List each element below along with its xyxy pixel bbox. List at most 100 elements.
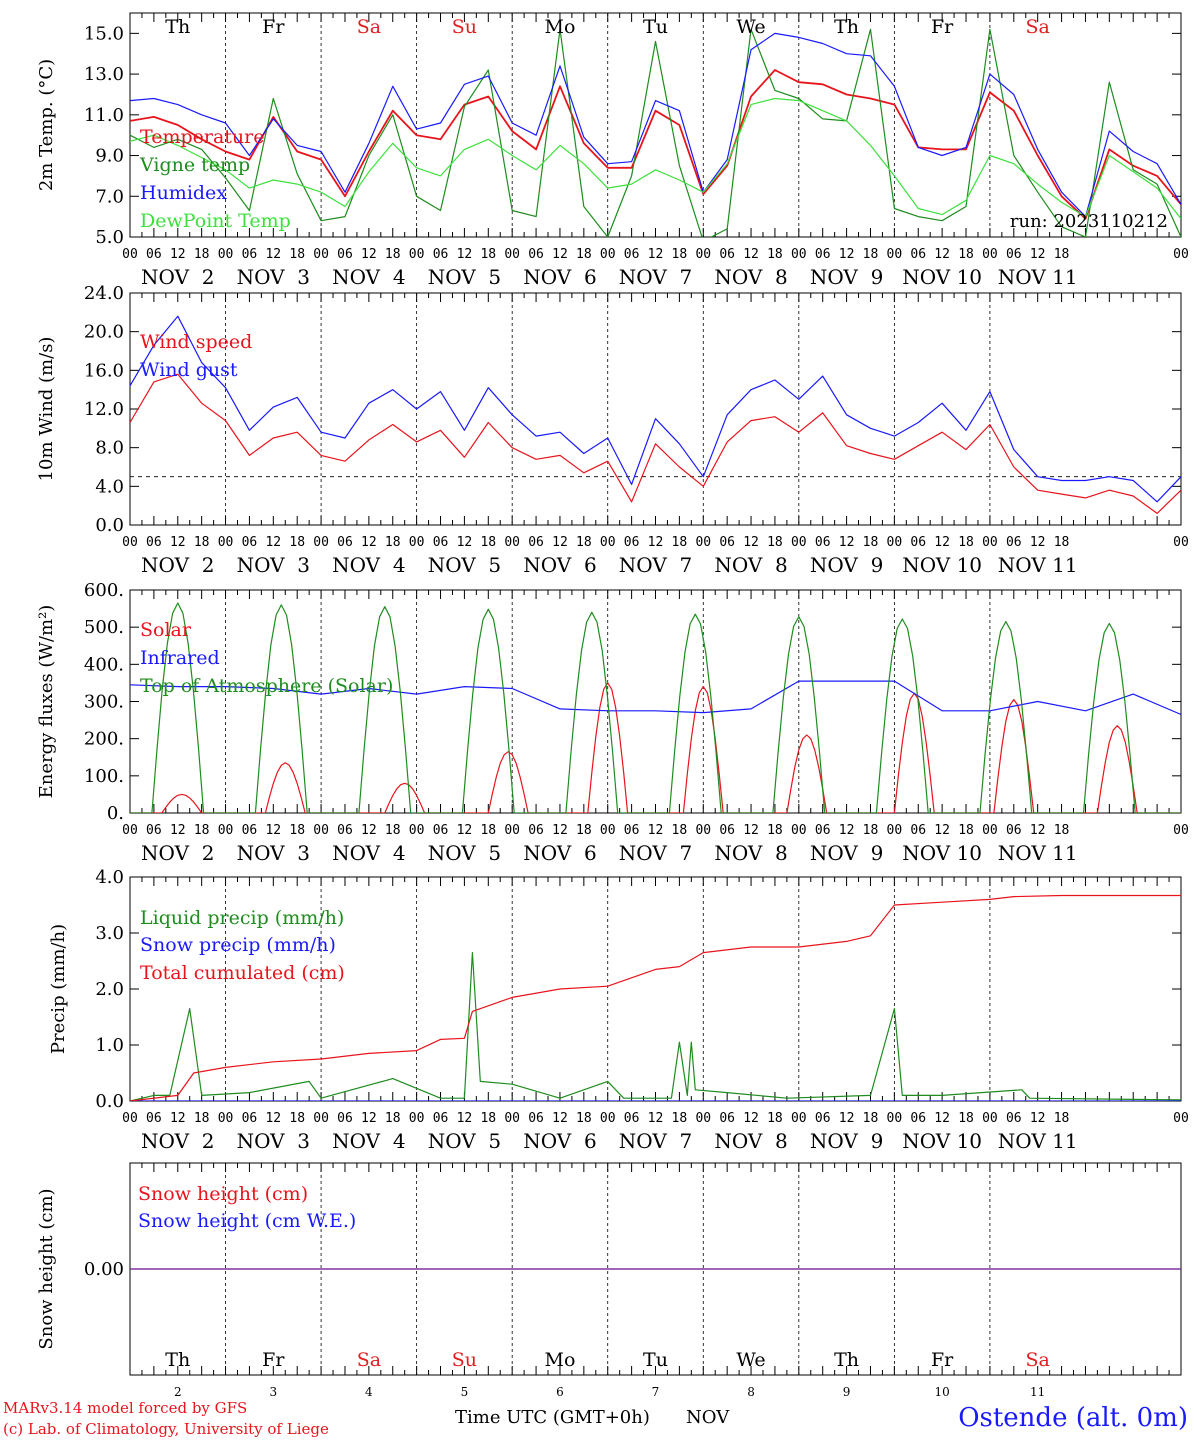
y-tick-label: 600.: [84, 580, 124, 601]
hour-label: 00: [218, 823, 234, 838]
hour-label: 00: [409, 823, 425, 838]
hour-label: 18: [194, 247, 210, 262]
hour-label: 00: [1173, 535, 1189, 550]
hour-label: 12: [648, 823, 664, 838]
date-label: NOV 10: [902, 265, 982, 289]
hour-label: 06: [719, 535, 735, 550]
hour-label: 06: [910, 1111, 926, 1126]
hour-label: 18: [480, 535, 496, 550]
date-label: NOV 5: [428, 265, 501, 289]
hour-label: 18: [289, 247, 305, 262]
hour-label: 12: [170, 823, 186, 838]
day-label: Su: [452, 16, 477, 38]
hour-label: 06: [719, 247, 735, 262]
series-line-humidex: [130, 32, 1181, 218]
date-label: NOV 9: [810, 1129, 883, 1153]
date-label: NOV 8: [714, 553, 787, 577]
hour-label: 00: [218, 1111, 234, 1126]
y-tick-label: 16.0: [84, 360, 124, 381]
day-number: 10: [934, 1385, 949, 1399]
series-line-total-cumulated-cm: [130, 894, 1181, 1101]
hour-label: 12: [743, 535, 759, 550]
legend-entry: Wind speed: [140, 331, 252, 353]
hour-label: 18: [576, 535, 592, 550]
day-label: We: [736, 16, 765, 38]
date-label: NOV 4: [332, 841, 405, 865]
date-label: NOV 5: [428, 1129, 501, 1153]
date-label: NOV 11: [998, 265, 1078, 289]
hour-label: 12: [170, 535, 186, 550]
y-tick-label: 8.0: [95, 438, 124, 459]
plot-frame: [129, 12, 1182, 238]
day-label: Sa: [1026, 1349, 1050, 1371]
y-axis-title: Snow height (cm): [36, 1188, 57, 1349]
hour-label: 00: [791, 1111, 807, 1126]
day-label: Sa: [1026, 16, 1050, 38]
y-axis-title: Precip (mm/h): [48, 924, 69, 1054]
series-line-vigne-temp: [130, 28, 1181, 237]
y-tick-label: 4.0: [95, 476, 124, 497]
hour-label: 12: [457, 823, 473, 838]
day-label: Th: [165, 1349, 190, 1371]
legend-entry: Snow height (cm): [138, 1183, 308, 1205]
hour-label: 12: [552, 823, 568, 838]
hour-label: 00: [504, 247, 520, 262]
hour-label: 12: [839, 1111, 855, 1126]
hour-label: 18: [958, 535, 974, 550]
hour-label: 06: [1006, 247, 1022, 262]
hour-label: 18: [194, 1111, 210, 1126]
hour-label: 12: [839, 535, 855, 550]
hour-label: 18: [385, 1111, 401, 1126]
date-label: NOV 2: [141, 265, 214, 289]
hour-label: 12: [265, 823, 281, 838]
hour-label: 06: [1006, 1111, 1022, 1126]
date-label: NOV 8: [714, 1129, 787, 1153]
day-label: Fr: [931, 1349, 954, 1371]
hour-label: 06: [528, 247, 544, 262]
hour-label: 18: [576, 247, 592, 262]
hour-label: 06: [242, 247, 258, 262]
hour-label: 06: [624, 823, 640, 838]
date-label: NOV 3: [237, 553, 310, 577]
hour-label: 12: [839, 823, 855, 838]
y-axis-title: 2m Temp. (°C): [36, 59, 57, 191]
hour-label: 12: [1030, 247, 1046, 262]
series-group: [130, 28, 1181, 237]
hour-label: 06: [1006, 823, 1022, 838]
hour-label: 12: [552, 247, 568, 262]
hour-label: 00: [791, 823, 807, 838]
hour-label: 00: [982, 535, 998, 550]
hour-label: 18: [863, 247, 879, 262]
day-label: Fr: [262, 1349, 285, 1371]
date-label: NOV 7: [619, 1129, 692, 1153]
hour-label: 06: [337, 823, 353, 838]
hour-label: 00: [504, 823, 520, 838]
hour-label: 12: [648, 247, 664, 262]
y-tick-label: 0.0: [95, 515, 124, 536]
series-group: [130, 315, 1181, 514]
hour-label: 00: [887, 1111, 903, 1126]
date-label: NOV 10: [902, 1129, 982, 1153]
hour-label: 12: [552, 535, 568, 550]
y-tick-label: 3.0: [95, 923, 124, 944]
day-label: Tu: [643, 16, 668, 38]
day-label: Sa: [357, 16, 381, 38]
hour-label: 12: [934, 535, 950, 550]
y-tick-label: 4.0: [95, 867, 124, 888]
hour-label: 18: [194, 823, 210, 838]
date-label: NOV 6: [523, 553, 596, 577]
hour-label: 06: [146, 1111, 162, 1126]
hour-label: 12: [743, 823, 759, 838]
hour-label: 00: [887, 247, 903, 262]
hour-label: 06: [433, 535, 449, 550]
hour-label: 18: [289, 1111, 305, 1126]
hour-label: 06: [815, 1111, 831, 1126]
hour-label: 18: [863, 823, 879, 838]
hour-label: 00: [313, 247, 329, 262]
series-line-wind-speed: [130, 373, 1181, 514]
date-label: NOV 7: [619, 841, 692, 865]
date-label: NOV 4: [332, 1129, 405, 1153]
x-axis-title: Time UTC (GMT+0h): [455, 1407, 650, 1428]
hour-label: 00: [887, 535, 903, 550]
day-number: 3: [269, 1385, 277, 1399]
